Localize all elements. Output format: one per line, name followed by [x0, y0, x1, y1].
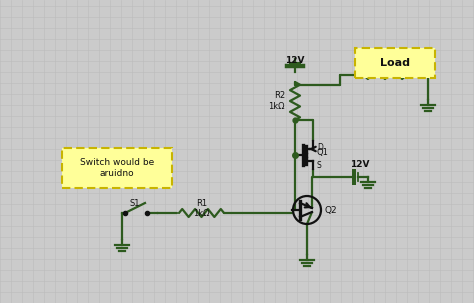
Text: R2
1kΩ: R2 1kΩ: [268, 91, 285, 111]
Text: Q1: Q1: [317, 148, 329, 157]
Text: S: S: [317, 161, 322, 169]
Text: 12V: 12V: [350, 160, 370, 169]
Text: 12V: 12V: [285, 56, 305, 65]
Text: R1
1kΩ: R1 1kΩ: [193, 199, 210, 218]
Text: Q2: Q2: [325, 205, 337, 215]
Text: D: D: [317, 142, 323, 152]
FancyBboxPatch shape: [355, 48, 435, 78]
FancyBboxPatch shape: [62, 148, 172, 188]
Text: Load: Load: [380, 58, 410, 68]
Text: S1: S1: [130, 199, 140, 208]
Text: Switch would be
aruidno: Switch would be aruidno: [80, 158, 154, 178]
